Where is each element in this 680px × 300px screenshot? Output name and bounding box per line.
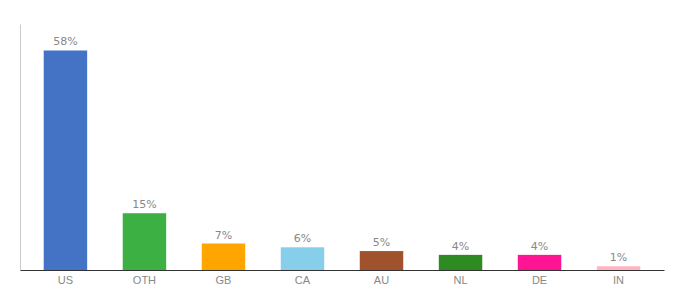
x-tick: CA — [295, 270, 311, 286]
x-tick-label: CA — [295, 274, 311, 286]
x-tick: GB — [216, 270, 232, 286]
bar — [44, 50, 87, 270]
x-tick-label: NL — [453, 274, 467, 286]
data-label: 4% — [531, 240, 548, 253]
data-label: 7% — [215, 229, 232, 242]
bar — [439, 255, 482, 270]
x-tick: AU — [374, 270, 389, 286]
chart: US OTH GB CA AU NL DE IN 58% 15% 7% 6% 5% 4% 4% 1% — [0, 0, 680, 300]
x-tick: IN — [613, 270, 624, 286]
data-label: 5% — [373, 236, 390, 249]
x-axis-line — [21, 270, 665, 271]
bar — [597, 266, 640, 270]
bar — [360, 251, 403, 270]
x-tick: OTH — [133, 270, 156, 286]
y-axis — [20, 25, 21, 271]
bar — [202, 244, 245, 270]
x-axis: US OTH GB CA AU NL DE IN — [21, 270, 665, 286]
plot: US OTH GB CA AU NL DE IN 58% 15% 7% 6% 5% 4% 4% 1% — [21, 25, 665, 286]
y-axis-line — [20, 25, 21, 271]
x-tick-label: DE — [532, 274, 547, 286]
data-label: 4% — [452, 240, 469, 253]
x-tick-label: US — [58, 274, 73, 286]
bar — [281, 247, 324, 270]
bars — [44, 50, 641, 270]
data-label: 15% — [132, 198, 156, 211]
data-label: 1% — [610, 251, 627, 264]
data-label: 58% — [53, 35, 77, 48]
x-tick: NL — [453, 270, 467, 286]
x-tick-label: IN — [613, 274, 624, 286]
data-label: 6% — [294, 232, 311, 245]
data-labels: 58% 15% 7% 6% 5% 4% 4% 1% — [53, 35, 627, 264]
bar — [123, 213, 166, 270]
x-tick-label: OTH — [133, 274, 156, 286]
x-tick-label: GB — [216, 274, 232, 286]
x-tick: DE — [532, 270, 547, 286]
x-tick-label: AU — [374, 274, 389, 286]
bar — [518, 255, 561, 270]
x-tick: US — [58, 270, 73, 286]
